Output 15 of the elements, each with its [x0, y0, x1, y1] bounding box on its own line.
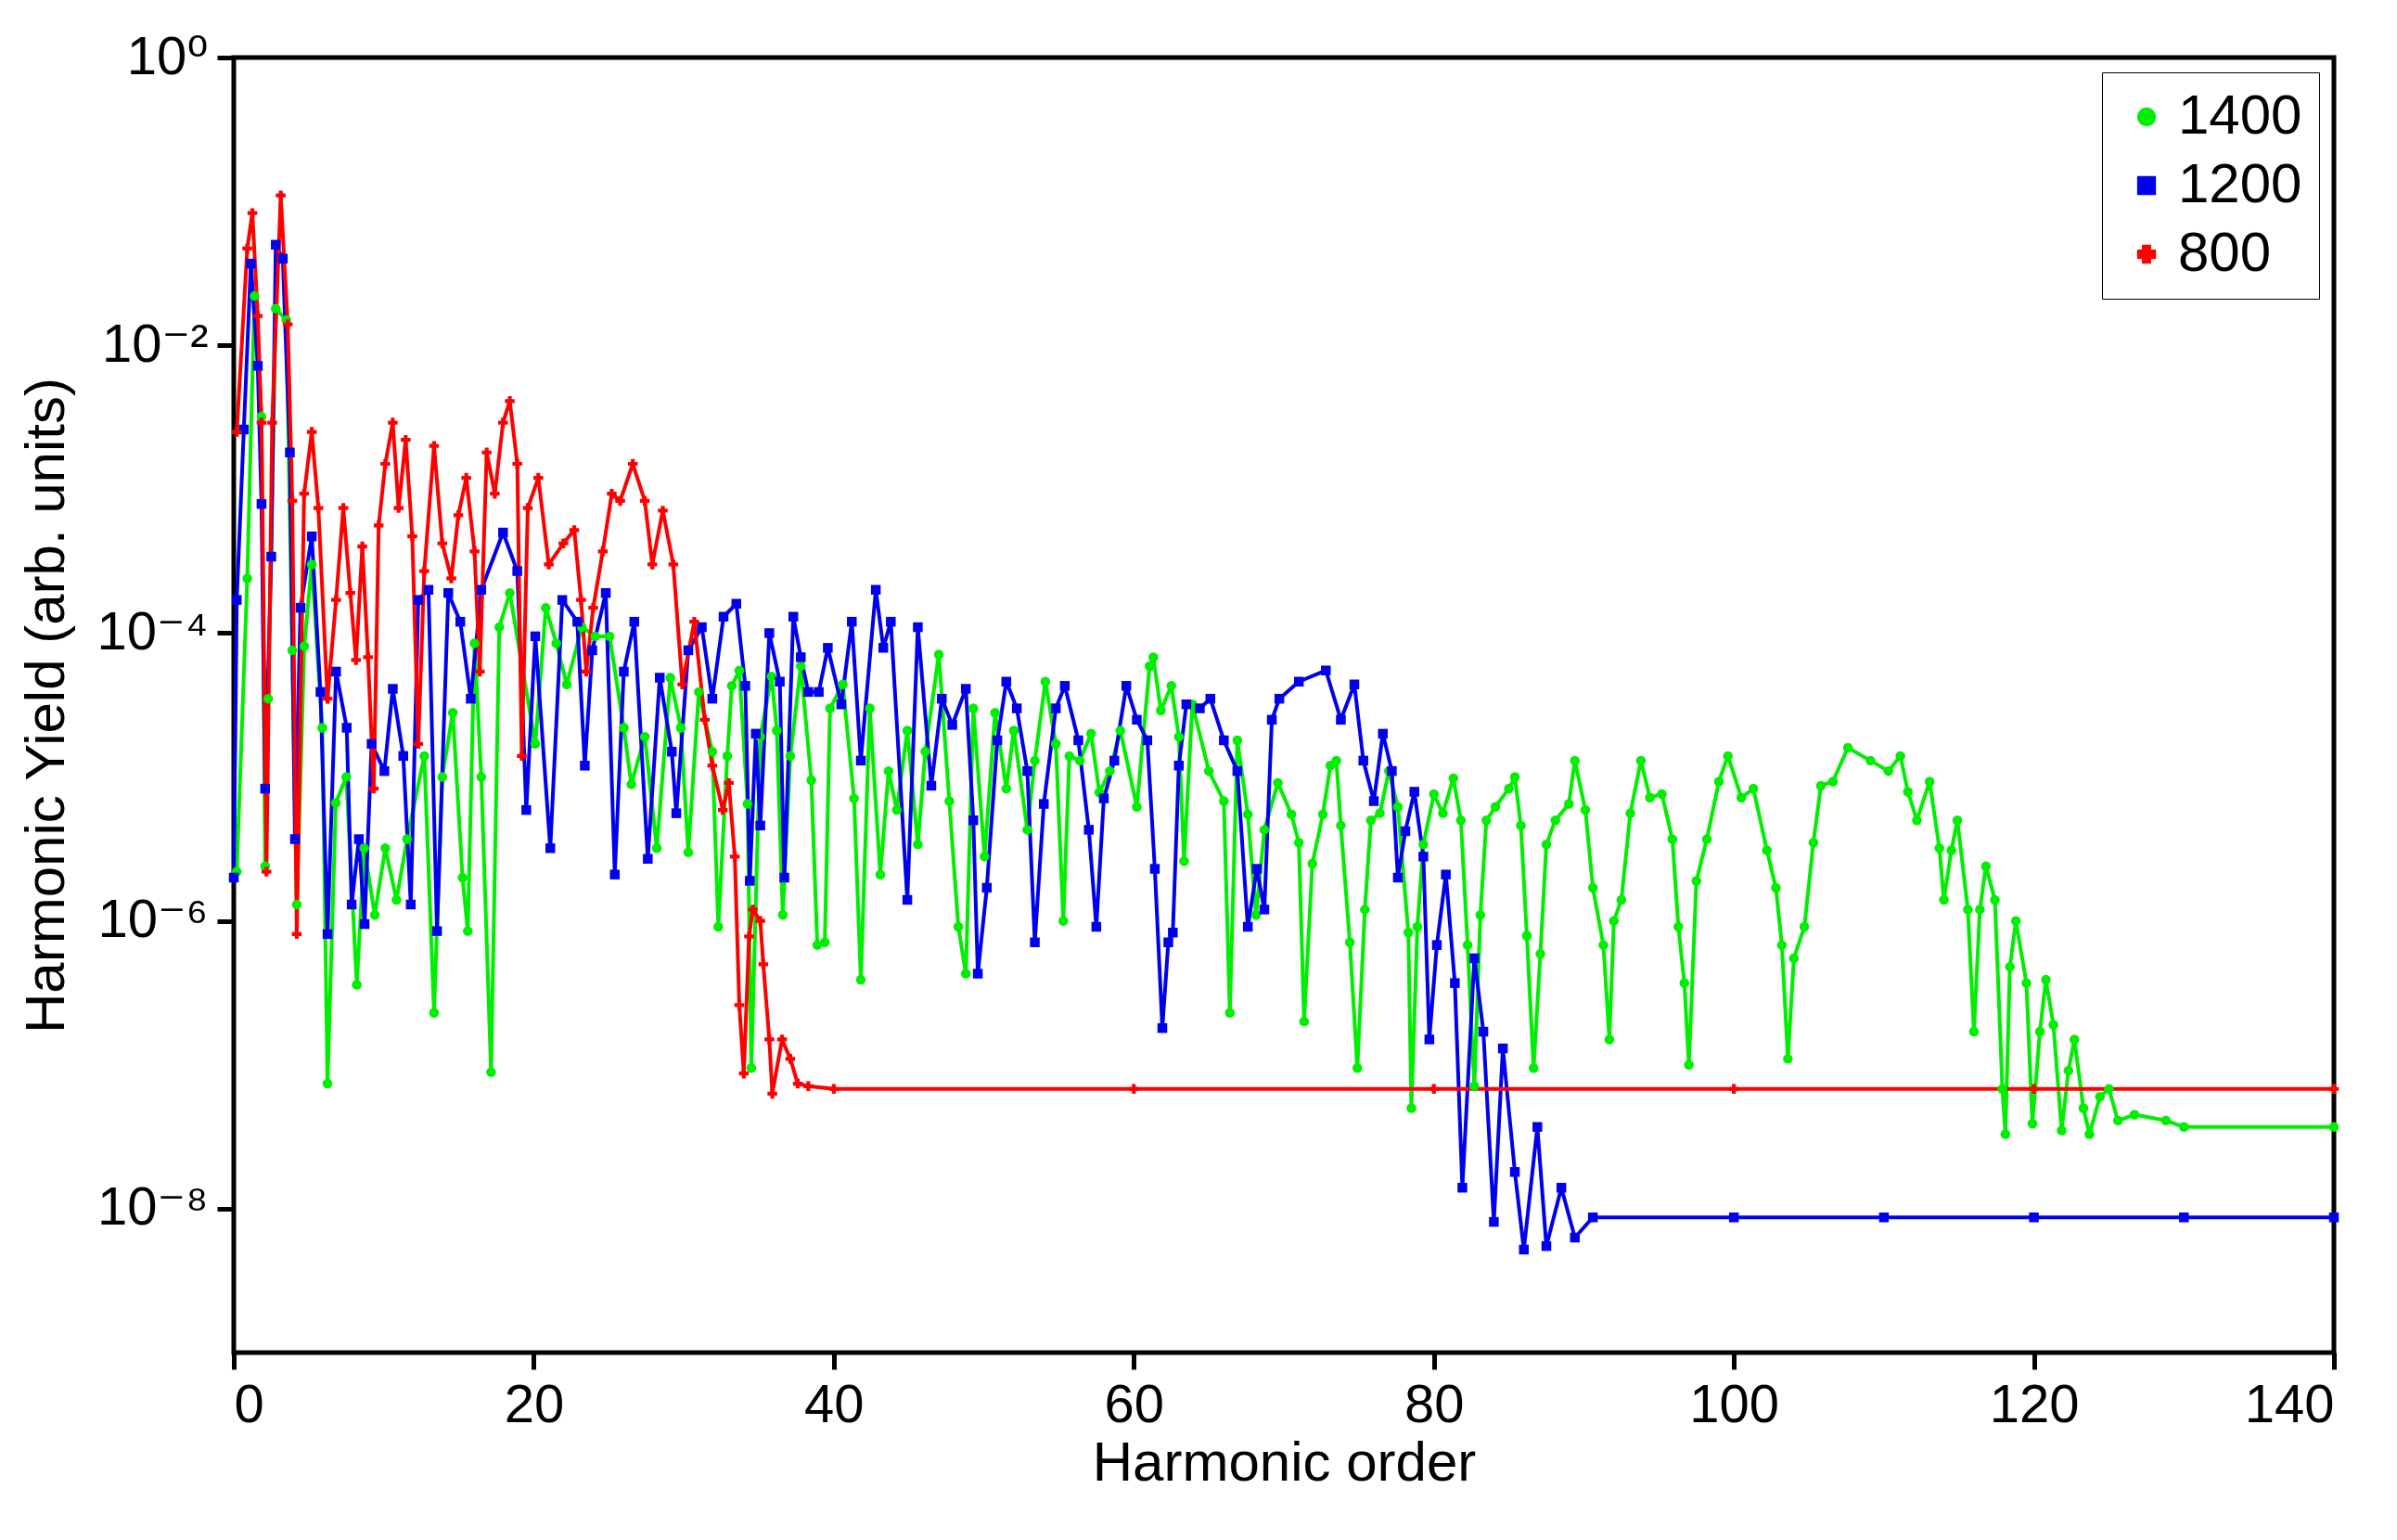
x-tick-label: 40 [804, 1372, 865, 1433]
y-tick-label: 10⁰ [126, 24, 209, 85]
x-tick-label: 0 [234, 1372, 264, 1433]
y-axis-title: Harmonic Yield (arb. units) [14, 378, 77, 1033]
x-tick-label: 140 [2244, 1372, 2335, 1433]
x-tick-label: 100 [1689, 1372, 1780, 1433]
x-tick-label: 20 [504, 1372, 565, 1433]
y-tick-label: 10⁻² [102, 312, 209, 373]
legend-label: 1400 [2178, 83, 2302, 146]
legend-label: 1200 [2178, 152, 2302, 214]
y-tick-label: 10⁻⁶ [97, 888, 209, 949]
y-tick-label: 10⁻⁴ [96, 599, 209, 661]
x-tick-label: 120 [1989, 1372, 2080, 1433]
legend-label: 800 [2178, 221, 2272, 283]
y-tick-label: 10⁻⁸ [96, 1175, 209, 1237]
